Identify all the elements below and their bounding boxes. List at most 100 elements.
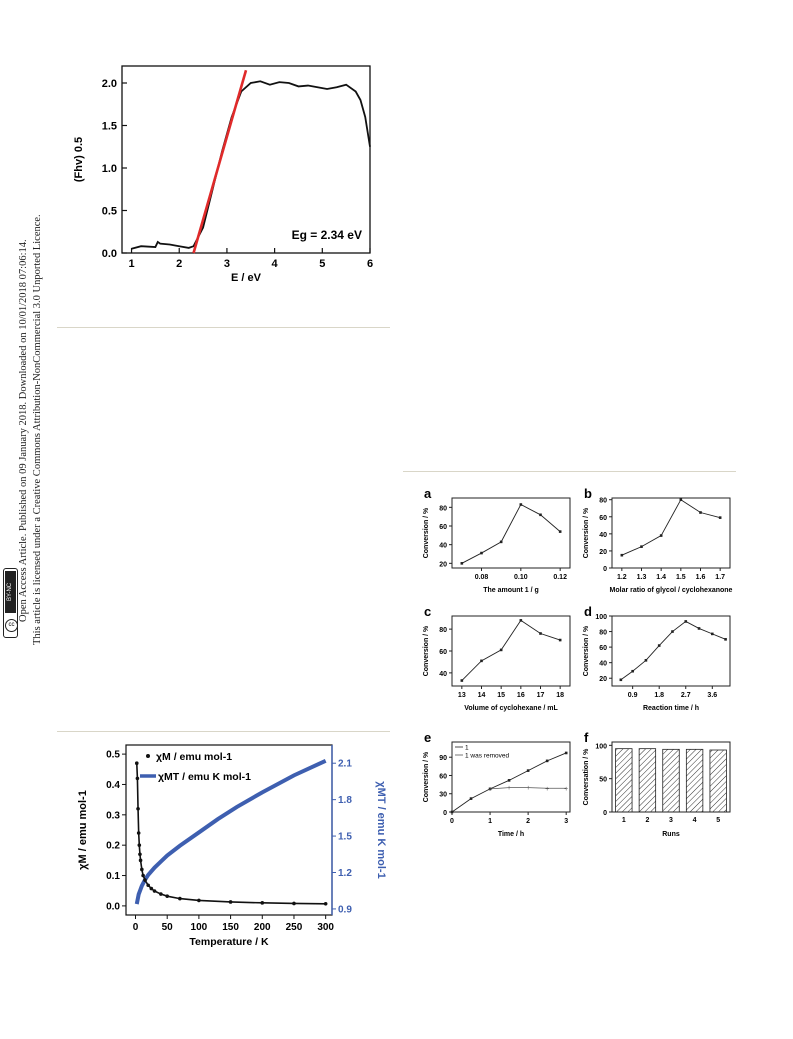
panel-point [507, 779, 511, 782]
magnetic-xtick-label: 250 [286, 922, 303, 933]
panel-ytick-label: 0 [603, 566, 607, 573]
panel-xtick-label: 2 [645, 817, 649, 824]
panel-series-line [621, 499, 721, 556]
magnetic-series-chim-line [135, 763, 326, 905]
bandgap-xtick-label: 6 [367, 258, 373, 270]
chart-bandgap: 1 2 3 4 5 6 0.0 0.5 1.0 1.5 2.0 E / eV (Fhv) 0.5 Eg =… [73, 65, 373, 284]
cc-badge-frame: BY-NC cc [3, 568, 18, 638]
panel-point [499, 648, 503, 652]
panel-series-line [461, 503, 561, 564]
magnetic-point [138, 852, 142, 857]
magnetic-series-chimt [134, 758, 327, 905]
magnetic-ytick-label: 0.0 [106, 901, 120, 912]
cc-license-badge[interactable]: BY-NC cc [3, 568, 31, 658]
by-nc-label: BY-NC [5, 571, 16, 613]
panel-ytick-label: 60 [599, 645, 607, 652]
panel-xlabel: Volume of cyclohexane / mL [464, 705, 558, 712]
panel-ylabel: Conversion / % [583, 625, 590, 676]
panel-point [671, 630, 674, 633]
panel-xtick-label: 4 [693, 817, 697, 824]
magnetic-xtick-label: 100 [191, 922, 208, 933]
panel-ytick-label: 50 [599, 777, 607, 784]
magnetic-legend-label-2: χMT / emu K mol-1 [158, 771, 251, 783]
panel-xtick-label: 14 [478, 692, 486, 699]
panel-point [718, 516, 722, 519]
panel-xtick-label: 5 [716, 817, 720, 824]
panel-bar [709, 749, 727, 813]
magnetic-xtick-label: 150 [222, 922, 239, 933]
sidebar-line-2[interactable]: This article is licensed under a Creativ… [32, 214, 43, 645]
panel-ytick-label: 20 [439, 561, 447, 568]
panel-series-line [461, 619, 561, 681]
panel-point [631, 669, 634, 673]
panel-xtick-label: 1.3 [637, 574, 647, 581]
magnetic-point [292, 901, 296, 906]
panel-ylabel: Conversion / % [423, 625, 430, 676]
panel-series-line [620, 620, 726, 681]
panel-xlabel: Runs [662, 831, 680, 838]
panel-point [480, 659, 483, 663]
bandgap-xtick-label: 4 [272, 258, 279, 270]
panel-point [519, 619, 523, 622]
panel-ytick-label: 80 [439, 505, 447, 512]
panel-point [564, 751, 568, 755]
bandgap-series-fit-line [192, 69, 248, 254]
magnetic-xtick-label: 200 [254, 922, 271, 933]
panel-ytick-label: 40 [599, 532, 607, 539]
bandgap-ytick-label: 2.0 [102, 78, 117, 90]
panel-point [539, 632, 542, 635]
panel-xtick-label: 18 [556, 692, 564, 699]
panel-point [619, 678, 623, 682]
panel-point [640, 545, 643, 548]
panel-ytick-label: 60 [599, 515, 607, 522]
rule-left-2 [57, 731, 390, 732]
panel-point [558, 530, 562, 533]
panel-bar [685, 748, 704, 813]
panel-letter: f [584, 730, 589, 745]
panel-xtick-label: 1 [488, 818, 492, 825]
panel-ytick-label: 20 [599, 676, 607, 683]
magnetic-point [228, 900, 233, 904]
panel-ytick-label: 40 [439, 543, 447, 550]
magnetic-xtick-label: 0 [133, 922, 139, 933]
magnetic-ytick-right-label: 1.5 [338, 832, 352, 843]
panel-xtick-label: 0.12 [553, 574, 567, 581]
panel-xtick-label: 3 [669, 817, 673, 824]
magnetic-point [146, 883, 150, 888]
magnetic-point [138, 858, 143, 863]
magnetic-point [197, 898, 201, 903]
magnetic-point [143, 878, 147, 882]
panel-xtick-label: 16 [517, 692, 525, 699]
chart-panel-f: f 0 50 100 Conversation / % Runs 1 2 3 4 5 [583, 730, 731, 838]
panel-ytick-label: 0 [443, 810, 447, 817]
panel-point [724, 638, 727, 641]
panel-point [711, 632, 714, 636]
panel-ytick-label: 90 [439, 755, 447, 762]
panel-xtick-label: 1.6 [696, 574, 706, 581]
magnetic-point [136, 806, 140, 811]
magnetic-xtick-label: 300 [317, 922, 334, 933]
panel-ytick-label: 80 [599, 630, 607, 637]
panel-point: + [526, 785, 530, 792]
panel-point [545, 759, 549, 763]
panel-xtick-label: 1.7 [715, 574, 725, 581]
panel-bar [615, 748, 633, 813]
bandgap-frame [121, 65, 371, 254]
panel-xtick-label: 1.8 [654, 692, 664, 699]
panel-xtick-label: 1.2 [617, 574, 627, 581]
panel-ylabel: Conversation / % [583, 748, 590, 806]
panel-point [519, 503, 523, 506]
panel-point [620, 553, 624, 557]
bandgap-ytick-label: 1.5 [102, 121, 117, 133]
magnetic-xtick-label: 50 [162, 922, 174, 933]
panel-xtick-label: 0.10 [514, 574, 528, 581]
panel-xtick-label: 15 [497, 692, 505, 699]
panel-xtick-label: 1 [622, 817, 626, 824]
panel-xlabel: The amount 1 / g [483, 587, 539, 594]
magnetic-ytick-label: 0.3 [106, 810, 120, 821]
bandgap-xtick-label: 3 [224, 258, 230, 270]
panel-point [469, 797, 473, 800]
panel-xtick-label: 1.4 [656, 574, 666, 581]
bandgap-ytick-label: 1.0 [102, 163, 117, 175]
panel-letter: c [424, 604, 431, 619]
